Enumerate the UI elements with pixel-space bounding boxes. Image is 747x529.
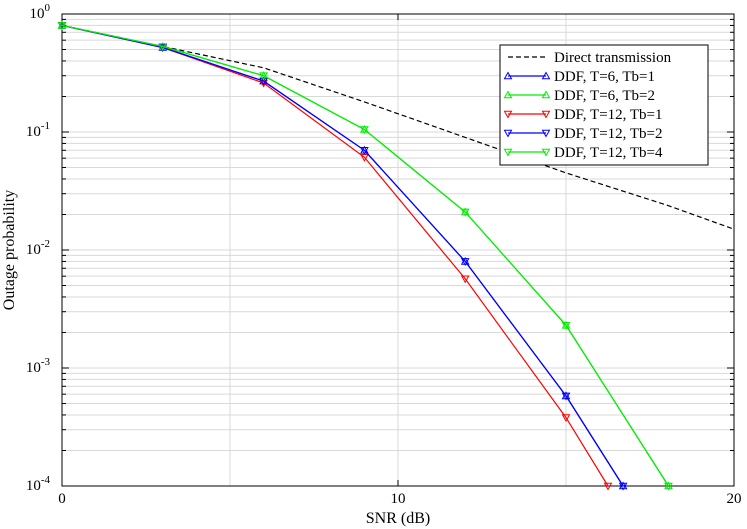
data-point-marker <box>541 129 551 138</box>
data-point-marker <box>503 148 513 157</box>
data-point-marker <box>541 148 551 157</box>
data-point-marker <box>460 275 470 284</box>
data-point-marker <box>158 43 168 52</box>
y-axis-label: Outage probability <box>1 190 18 310</box>
data-point-marker <box>541 90 551 99</box>
legend-label: Direct transmission <box>554 50 672 66</box>
data-point-marker <box>460 208 470 217</box>
y-tick-label: 10-2 <box>26 238 50 258</box>
series-group <box>57 22 673 491</box>
x-tick-label: 20 <box>727 491 742 507</box>
y-tick-label: 10-4 <box>26 474 51 494</box>
data-point-marker <box>561 414 571 423</box>
data-point-marker <box>503 110 513 119</box>
data-point-marker <box>603 482 613 491</box>
grid-lines <box>62 14 734 486</box>
data-point-marker <box>503 71 513 80</box>
series-lines <box>57 20 735 491</box>
data-point-marker <box>503 129 513 138</box>
data-point-marker <box>664 482 673 491</box>
data-point-marker <box>460 258 470 266</box>
x-axis-label: SNR (dB) <box>366 510 430 527</box>
series-line <box>61 24 624 487</box>
data-point-marker <box>561 322 571 330</box>
legend-box <box>499 44 709 166</box>
data-point-marker <box>503 90 513 99</box>
x-tick-label: 10 <box>391 491 406 507</box>
data-point-marker <box>561 392 571 401</box>
series-line <box>61 24 735 230</box>
y-tick-label: 10-3 <box>26 356 51 376</box>
x-tick-label: 0 <box>58 491 66 507</box>
data-point-marker <box>57 22 67 30</box>
legend-label: DDF, T=12, Tb=1 <box>554 107 663 123</box>
data-point-marker <box>541 71 551 80</box>
legend: Direct transmission DDF, T=6, Tb=1 DDF, T=… <box>499 44 709 166</box>
data-point-marker <box>360 146 369 155</box>
series-group <box>61 24 735 230</box>
legend-label: DDF, T=12, Tb=2 <box>554 126 663 142</box>
legend-label: DDF, T=12, Tb=4 <box>554 145 663 161</box>
y-tick-label: 10-1 <box>26 120 50 140</box>
legend-label: DDF, T=6, Tb=1 <box>554 69 655 85</box>
data-point-marker <box>618 482 628 491</box>
series-line <box>61 24 670 487</box>
data-point-marker <box>541 110 551 119</box>
data-point-marker <box>259 79 268 88</box>
data-point-marker <box>259 72 268 81</box>
data-point-marker <box>360 126 369 135</box>
legend-label: DDF, T=6, Tb=2 <box>554 88 655 104</box>
y-tick-label: 100 <box>30 2 51 22</box>
